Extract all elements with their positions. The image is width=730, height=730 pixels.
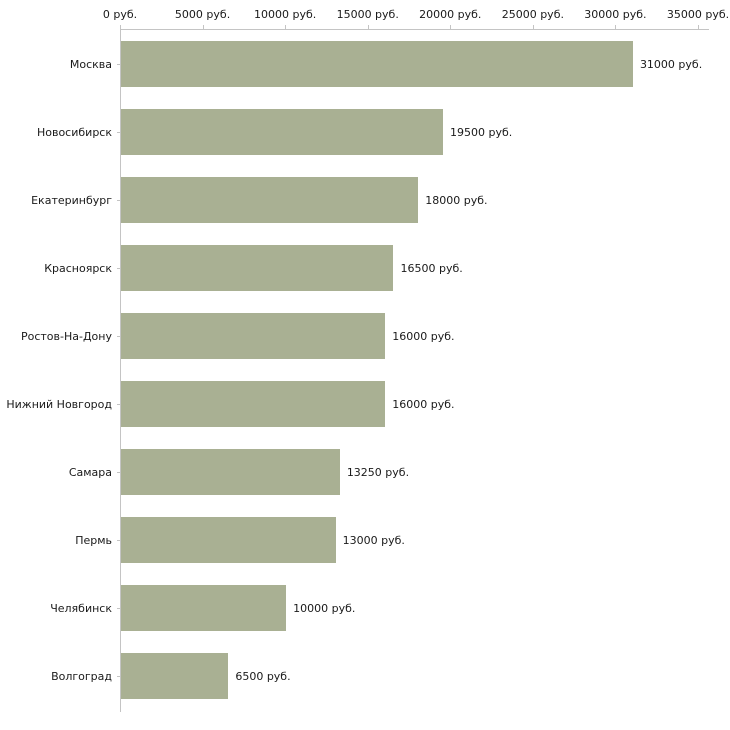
category-label: Самара: [68, 465, 112, 479]
y-tick-mark: [112, 302, 121, 370]
x-tick-label: 30000 руб.: [584, 8, 647, 21]
chart-row: Челябинск 10000 руб.: [0, 574, 730, 642]
category-label: Ростов-На-Дону: [20, 329, 112, 343]
bar-track: 16000 руб.: [121, 313, 730, 359]
category-label: Пермь: [75, 533, 112, 547]
category-label: Волгоград: [51, 669, 112, 683]
bar: [121, 109, 444, 155]
x-tick-mark: [120, 25, 121, 29]
bar-rows: Москва 31000 руб. Новосибирск 19500 руб. Ека…: [0, 30, 730, 710]
bar: [121, 449, 340, 495]
chart-row: Пермь 13000 руб.: [0, 506, 730, 574]
chart-row: Волгоград 6500 руб.: [0, 642, 730, 710]
x-tick-mark: [285, 25, 287, 29]
y-tick-mark: [112, 166, 121, 234]
chart-row: Красноярск 16500 руб.: [0, 234, 730, 302]
category-label: Красноярск: [44, 261, 112, 275]
category-label: Челябинск: [50, 601, 112, 615]
chart-row: Самара 13250 руб.: [0, 438, 730, 506]
x-tick-label: 5000 руб.: [174, 8, 231, 21]
x-axis-line: [120, 29, 709, 30]
chart-row: Ростов-На-Дону 16000 руб.: [0, 302, 730, 370]
bar-track: 6500 руб.: [121, 653, 730, 699]
x-tick-label: 15000 руб.: [336, 8, 399, 21]
bar-track: 31000 руб.: [121, 41, 730, 87]
bar: [121, 313, 386, 359]
bar-track: 13000 руб.: [121, 517, 730, 563]
bar-track: 13250 руб.: [121, 449, 730, 495]
y-tick-mark: [112, 574, 121, 642]
bar: [121, 177, 419, 223]
bar-track: 19500 руб.: [121, 109, 730, 155]
bar: [121, 653, 229, 699]
category-label: Москва: [69, 57, 112, 71]
value-label: 31000 руб.: [639, 57, 703, 71]
bar-track: 10000 руб.: [121, 585, 730, 631]
value-label: 18000 руб.: [425, 193, 488, 207]
x-tick-mark: [367, 25, 369, 29]
bar: [121, 245, 394, 291]
chart-row: Новосибирск 19500 руб.: [0, 98, 730, 166]
x-tick-mark: [450, 25, 452, 29]
bar-track: 16500 руб.: [121, 245, 730, 291]
y-tick-mark: [112, 438, 121, 506]
y-tick-mark: [112, 98, 121, 166]
value-label: 16500 руб.: [400, 261, 463, 275]
value-label: 13250 руб.: [346, 465, 410, 479]
value-label: 16000 руб.: [392, 397, 455, 411]
y-tick-mark: [112, 642, 121, 710]
x-tick-label: 25000 руб.: [501, 8, 564, 21]
y-tick-mark: [112, 30, 121, 98]
chart-row: Екатеринбург 18000 руб.: [0, 166, 730, 234]
x-tick-mark: [615, 25, 617, 29]
bar: [121, 585, 287, 631]
bar: [121, 517, 336, 563]
category-label: Новосибирск: [36, 125, 112, 139]
value-label: 10000 руб.: [293, 601, 356, 615]
category-label: Екатеринбург: [31, 193, 112, 207]
value-label: 16000 руб.: [392, 329, 455, 343]
value-label: 19500 руб.: [450, 125, 513, 139]
value-label: 6500 руб.: [235, 669, 291, 683]
x-tick-mark: [698, 25, 699, 29]
y-tick-mark: [112, 370, 121, 438]
y-tick-mark: [112, 506, 121, 574]
x-axis: 0 руб. 5000 руб. 10000 руб. 15000 руб. 20000…: [0, 0, 730, 30]
bar-track: 18000 руб.: [121, 177, 730, 223]
chart-row: Москва 31000 руб.: [0, 30, 730, 98]
bar-track: 16000 руб.: [121, 381, 730, 427]
x-tick-label: 20000 руб.: [419, 8, 482, 21]
x-tick-label: 35000 руб.: [666, 8, 730, 21]
bar: [121, 41, 633, 87]
x-tick-mark: [532, 25, 534, 29]
x-tick-label: 0 руб.: [102, 8, 138, 21]
value-label: 13000 руб.: [342, 533, 405, 547]
chart-row: Нижний Новгород 16000 руб.: [0, 370, 730, 438]
y-tick-mark: [112, 234, 121, 302]
x-tick-label: 10000 руб.: [254, 8, 317, 21]
bar: [121, 381, 386, 427]
category-label: Нижний Новгород: [6, 397, 112, 411]
x-tick-mark: [202, 25, 204, 29]
